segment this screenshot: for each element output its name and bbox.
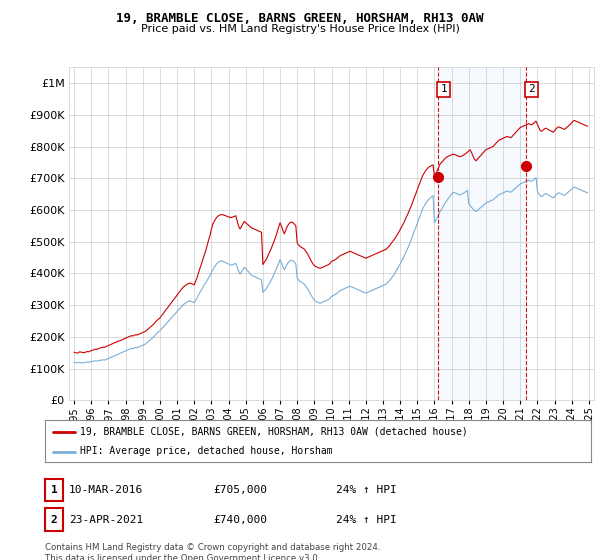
Text: £740,000: £740,000 [213,515,267,525]
Text: 19, BRAMBLE CLOSE, BARNS GREEN, HORSHAM, RH13 0AW (detached house): 19, BRAMBLE CLOSE, BARNS GREEN, HORSHAM,… [80,427,468,437]
Text: 1: 1 [50,485,58,495]
Text: 2: 2 [528,85,535,95]
Text: 2: 2 [50,515,58,525]
Text: 1: 1 [440,85,447,95]
Text: Price paid vs. HM Land Registry's House Price Index (HPI): Price paid vs. HM Land Registry's House … [140,24,460,34]
Text: Contains HM Land Registry data © Crown copyright and database right 2024.
This d: Contains HM Land Registry data © Crown c… [45,543,380,560]
Bar [438,67,526,400]
Text: 19, BRAMBLE CLOSE, BARNS GREEN, HORSHAM, RH13 0AW: 19, BRAMBLE CLOSE, BARNS GREEN, HORSHAM,… [116,12,484,25]
Text: HPI: Average price, detached house, Horsham: HPI: Average price, detached house, Hors… [80,446,333,456]
Text: 24% ↑ HPI: 24% ↑ HPI [336,485,397,495]
Text: 23-APR-2021: 23-APR-2021 [69,515,143,525]
Text: 24% ↑ HPI: 24% ↑ HPI [336,515,397,525]
Text: £705,000: £705,000 [213,485,267,495]
Text: 10-MAR-2016: 10-MAR-2016 [69,485,143,495]
